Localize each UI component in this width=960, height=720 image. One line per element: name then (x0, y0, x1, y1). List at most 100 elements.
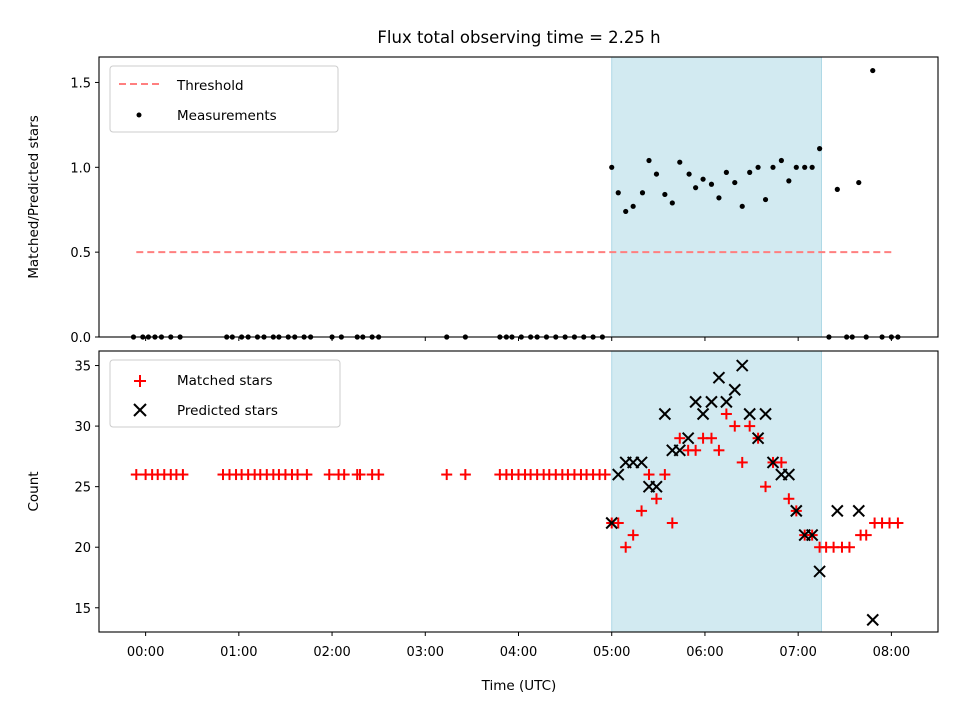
matched-star-point (860, 529, 872, 541)
x-tick-label: 07:00 (779, 645, 816, 660)
measurement-point (609, 164, 615, 170)
matched-star-point (636, 505, 648, 517)
matched-star-point (650, 493, 662, 505)
threshold-legend-label: Threshold (176, 78, 244, 94)
predicted-star-point (705, 395, 718, 409)
y-tick-label: 1.0 (70, 161, 91, 176)
predicted-star-point (813, 565, 826, 578)
x-tick-label: 03:00 (407, 645, 444, 660)
measurement-point (802, 164, 808, 170)
predicted-star-point (852, 504, 865, 518)
matched-star-point (301, 469, 313, 481)
x-tick-label: 06:00 (686, 645, 723, 660)
matched-star-point (775, 456, 787, 468)
measurement-point (856, 179, 862, 186)
measurement-point (716, 195, 722, 201)
matched-star-point (620, 541, 632, 553)
measurement-point (747, 169, 753, 175)
measurement-point (732, 179, 738, 186)
predicted-star-point (766, 456, 780, 469)
predicted-star-point (712, 371, 726, 384)
matched-star-point (354, 469, 366, 481)
predicted-star-point (736, 359, 749, 372)
matched-star-point (130, 469, 142, 481)
ratio-panel: 0.0 0.5 1.0 1.5 Matched/Predicted stars Thr… (26, 56, 939, 346)
matched-star-point (843, 541, 855, 553)
measurement-point (793, 164, 799, 170)
matched-star-point (690, 444, 702, 456)
x-tick-label: 04:00 (500, 645, 537, 660)
predicted-star-point (635, 456, 648, 469)
x-tick-label: 01:00 (220, 645, 257, 660)
measurement-point (630, 203, 636, 209)
predicted-star-point (751, 431, 765, 445)
predicted-star-point (612, 468, 625, 481)
matched-star-point (744, 420, 756, 432)
matched-star-point (666, 517, 678, 529)
predicted-legend-swatch (133, 403, 147, 417)
matched-star-point (292, 469, 304, 481)
bottom-axes-frame (98, 350, 939, 633)
matched-star-point (736, 456, 748, 468)
top-axes-frame (98, 56, 939, 338)
measurement-point (778, 157, 784, 164)
matched-star-point (177, 469, 189, 481)
top-y-axis-label: Matched/Predicted stars (26, 115, 42, 278)
matched-star-point (760, 481, 772, 493)
measurements-legend-label: Measurements (177, 108, 277, 124)
measurement-point (817, 146, 823, 152)
measurement-point (662, 191, 668, 198)
y-tick-label: 25 (74, 481, 91, 496)
matched-star-point (729, 420, 741, 432)
bottom-legend-box (109, 359, 341, 428)
measurement-point (693, 185, 699, 191)
matched-star-point (892, 517, 904, 529)
predicted-star-point (658, 407, 672, 421)
measurement-point (809, 164, 815, 170)
predicted-star-point (720, 395, 733, 409)
measurement-point (700, 176, 706, 182)
predicted-star-point (681, 431, 695, 445)
predicted-star-point (759, 407, 772, 421)
predicted-star-point (743, 407, 756, 421)
predicted-legend-label: Predicted stars (177, 403, 278, 419)
x-axis-label: Time (UTC) (481, 678, 557, 694)
x-tick-label: 05:00 (593, 645, 630, 660)
measurement-point (755, 164, 761, 170)
predicted-star-point (696, 407, 710, 421)
chart-title: Flux total observing time = 2.25 h (377, 28, 660, 47)
matched-star-point (599, 469, 611, 481)
y-tick-label: 30 (74, 420, 91, 435)
predicted-star-point (673, 444, 686, 457)
measurement-point (708, 181, 715, 187)
predicted-star-point (831, 504, 844, 518)
x-tick-label: 02:00 (313, 645, 350, 660)
predicted-star-point (790, 504, 803, 518)
matched-star-point (441, 469, 453, 481)
top-legend: Threshold Measurements (109, 65, 339, 133)
predicted-star-point (805, 528, 819, 542)
y-tick-label: 0.5 (70, 246, 91, 261)
matched-star-point (713, 444, 725, 456)
count-panel: 15 20 25 30 35 00:00 01:00 02:00 03:00 04:00 05:00… (26, 350, 939, 694)
measurement-point (723, 169, 729, 175)
predicted-star-point (605, 516, 618, 530)
predicted-star-point (866, 613, 879, 627)
y-tick-label: 20 (74, 541, 91, 556)
matched-legend-swatch (134, 375, 146, 387)
measurement-point (870, 67, 876, 74)
measurement-point (786, 178, 792, 184)
y-tick-label: 15 (74, 602, 91, 617)
measurement-point (834, 186, 840, 192)
matched-star-point (783, 493, 795, 505)
bottom-legend: Matched stars Predicted stars (109, 359, 341, 428)
measurement-point (770, 164, 776, 170)
y-tick-label: 35 (74, 360, 91, 375)
predicted-star-point (650, 480, 663, 493)
y-tick-label: 0.0 (70, 331, 91, 346)
matched-star-point (373, 469, 385, 481)
matched-star-point (720, 408, 732, 420)
bottom-y-axis-label: Count (26, 471, 42, 511)
matched-star-point (459, 469, 471, 481)
